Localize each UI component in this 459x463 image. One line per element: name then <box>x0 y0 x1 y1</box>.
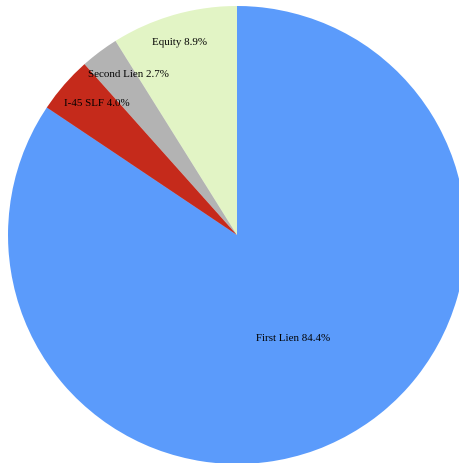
slice-label-i45-slf: I-45 SLF 4.0% <box>64 97 130 109</box>
pie-slice-i45-slf <box>46 64 237 236</box>
pie-slice-first-lien <box>8 6 459 463</box>
pie-slice-equity <box>115 6 237 235</box>
pie-slices <box>8 6 459 463</box>
slice-label-second-lien: Second Lien 2.7% <box>88 68 169 80</box>
pie-labels: First Lien 84.4% I-45 SLF 4.0% Second Li… <box>64 36 330 344</box>
slice-label-first-lien: First Lien 84.4% <box>256 332 330 344</box>
slice-label-equity: Equity 8.9% <box>152 36 207 48</box>
pie-slice-second-lien <box>84 40 238 236</box>
